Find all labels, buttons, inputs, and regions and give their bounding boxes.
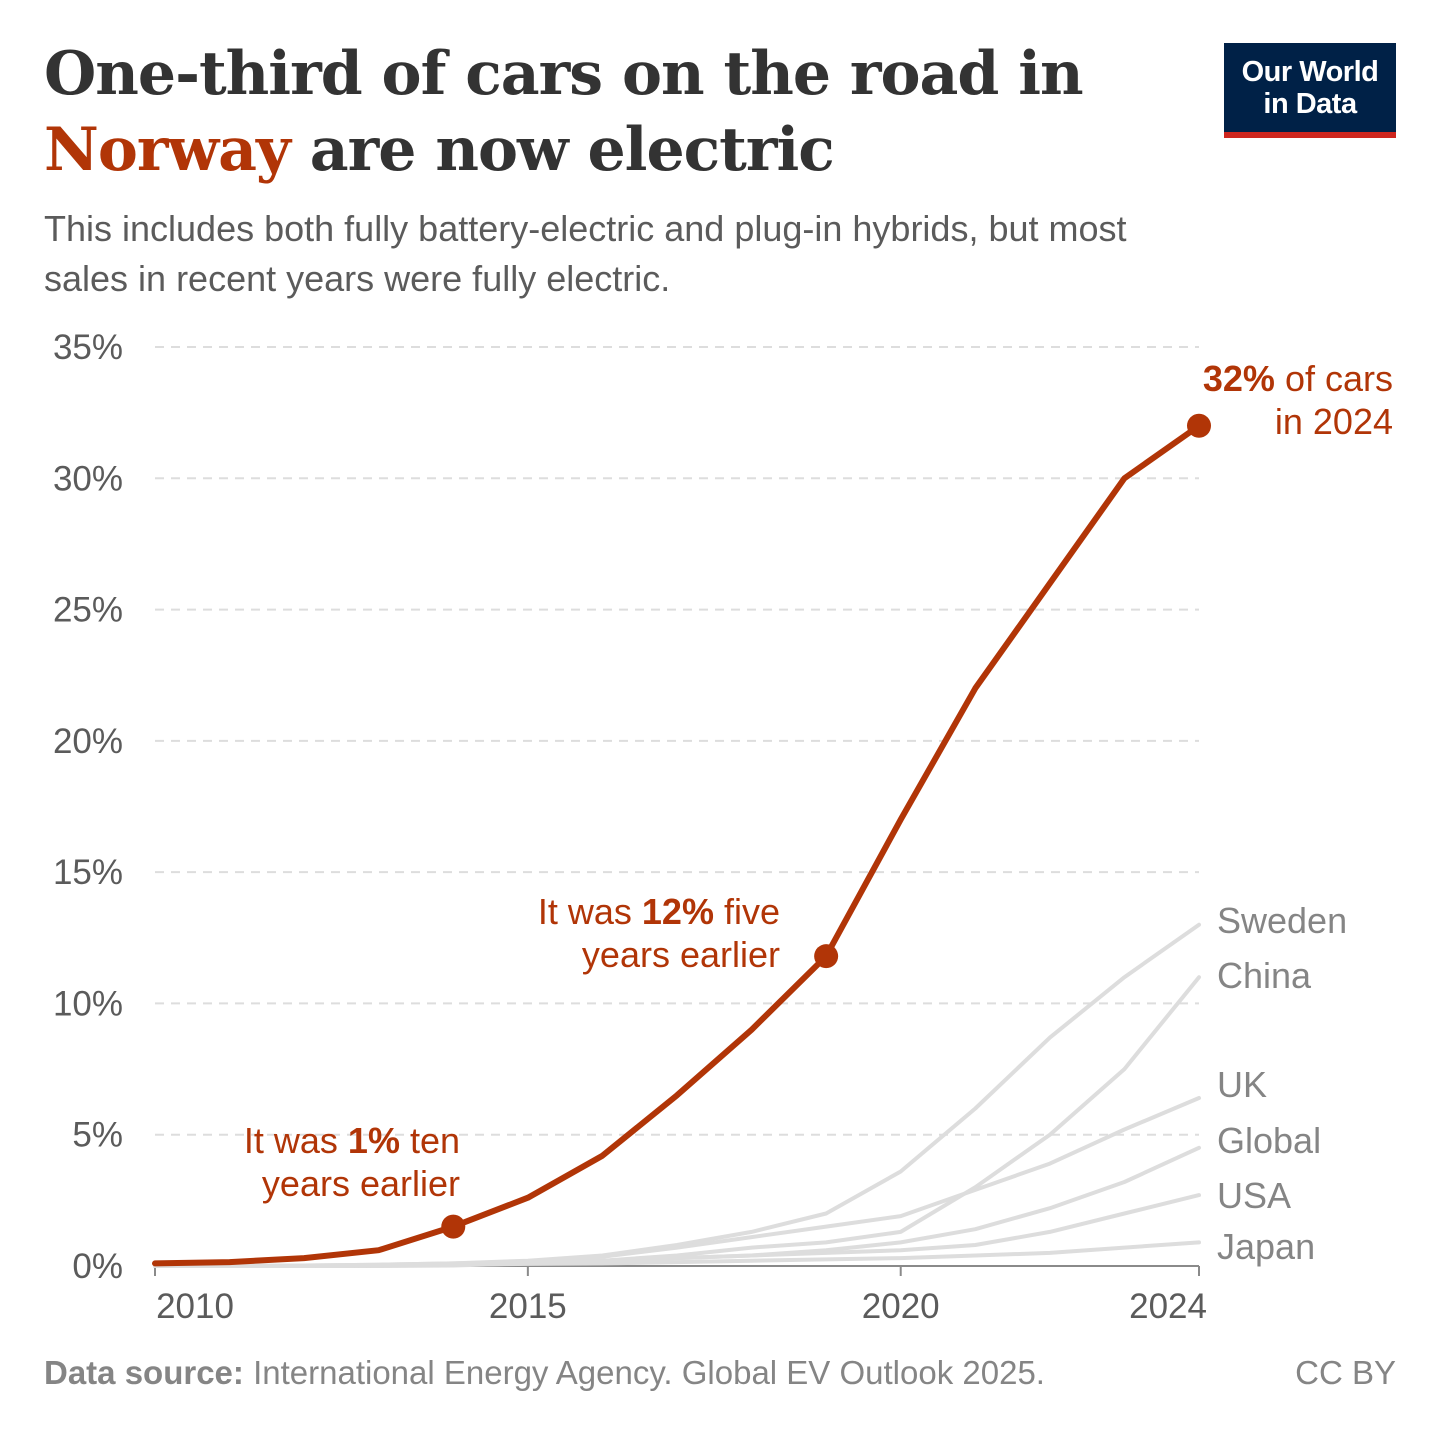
annotation-text: in 2024 xyxy=(1275,401,1393,442)
title-line1: One-third of cars on the road in xyxy=(44,39,1084,109)
x-tick-label: 2015 xyxy=(489,1287,567,1326)
logo-line2: in Data xyxy=(1263,88,1357,120)
y-tick-label: 30% xyxy=(53,459,123,498)
series-label-china: China xyxy=(1217,955,1312,996)
y-tick-label: 0% xyxy=(72,1247,123,1286)
annotation-marker[interactable] xyxy=(441,1214,466,1239)
series-line-japan[interactable] xyxy=(153,1240,1201,1268)
chart-subtitle: This includes both fully battery-electri… xyxy=(44,208,1127,299)
series-line-norway[interactable] xyxy=(152,422,1202,1267)
annotation-text: It was 12% five xyxy=(538,891,780,932)
annotation-text: years earlier xyxy=(262,1163,460,1204)
series-label-uk: UK xyxy=(1217,1064,1267,1105)
license-link[interactable]: CC BY xyxy=(1295,1354,1396,1391)
logo-line1: Our World xyxy=(1241,56,1379,88)
annotation-marker[interactable] xyxy=(1187,413,1211,438)
series-label-japan: Japan xyxy=(1217,1226,1315,1267)
y-tick-label: 15% xyxy=(53,853,123,892)
annotation-marker[interactable] xyxy=(814,944,839,969)
series-label-usa: USA xyxy=(1217,1175,1291,1216)
y-tick-label: 5% xyxy=(72,1116,123,1155)
source-label: Data source: xyxy=(44,1354,244,1391)
owid-logo[interactable]: Our World in Data xyxy=(1224,43,1396,138)
data-source: Data source: International Energy Agency… xyxy=(44,1354,1045,1392)
series-label-global: Global xyxy=(1217,1120,1321,1161)
y-tick-label: 10% xyxy=(53,984,123,1023)
source-text: International Energy Agency. Global EV O… xyxy=(243,1354,1045,1391)
annotation-text: years earlier xyxy=(582,934,780,975)
annotation-text: 32% of cars xyxy=(1203,358,1393,399)
title-rest: are now electric xyxy=(289,115,835,185)
annotation-text: It was 1% ten xyxy=(244,1120,460,1161)
x-tick-label: 2010 xyxy=(156,1287,234,1326)
chart-title: One-third of cars on the road in Norway a… xyxy=(44,36,1174,188)
y-tick-label: 20% xyxy=(53,722,123,761)
series-label-sweden: Sweden xyxy=(1217,900,1347,941)
y-tick-label: 35% xyxy=(53,328,123,367)
x-tick-label: 2024 xyxy=(1129,1287,1207,1326)
y-tick-label: 25% xyxy=(53,591,123,630)
title-highlight: Norway xyxy=(44,115,291,185)
x-tick-label: 2020 xyxy=(862,1287,940,1326)
